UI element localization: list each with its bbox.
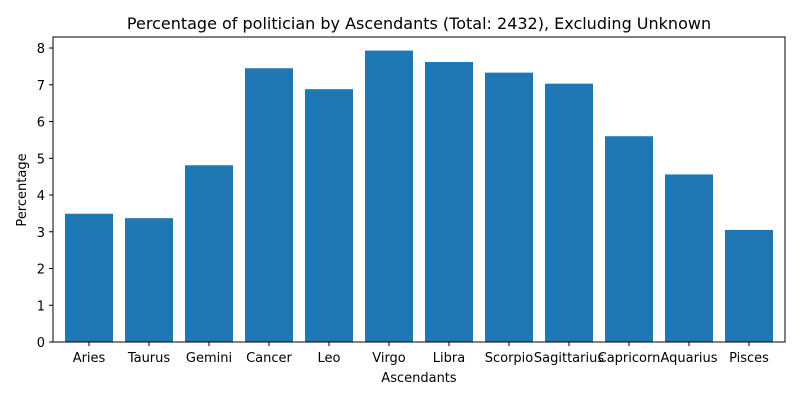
y-tick-label: 6 xyxy=(37,116,45,131)
y-tick-label: 4 xyxy=(37,189,45,204)
y-tick-label: 7 xyxy=(37,79,45,94)
x-tick-label: Gemini xyxy=(186,351,232,366)
bar-aries xyxy=(65,213,113,342)
x-axis-label: Ascendants xyxy=(381,371,457,386)
bar-taurus xyxy=(125,218,173,342)
x-tick-label: Taurus xyxy=(127,351,171,366)
bar-cancer xyxy=(245,68,293,343)
bar-pisces xyxy=(725,229,773,342)
x-tick-label: Aries xyxy=(73,351,106,366)
y-axis-label: Percentage xyxy=(15,153,30,226)
x-tick-label: Leo xyxy=(318,351,341,366)
x-tick-label: Capricorn xyxy=(598,351,661,366)
bar-libra xyxy=(425,61,473,343)
y-axis: 0 1 2 3 4 5 6 7 8 xyxy=(37,42,53,351)
x-tick-label: Libra xyxy=(433,351,465,366)
x-tick-label: Pisces xyxy=(729,351,769,366)
y-tick-label: 1 xyxy=(37,299,45,314)
x-tick-label: Cancer xyxy=(246,351,292,366)
bar-virgo xyxy=(365,50,413,343)
plot-frame xyxy=(52,36,786,343)
y-tick-label: 2 xyxy=(37,263,45,278)
bars-group xyxy=(65,50,773,343)
x-tick-label: Aquarius xyxy=(660,351,717,366)
x-axis: Aries Taurus Gemini Cancer Leo Virgo Libra Scor… xyxy=(73,342,769,366)
x-tick-label: Virgo xyxy=(372,351,406,366)
bar-capricorn xyxy=(605,136,653,342)
y-tick-label: 3 xyxy=(37,226,45,241)
bar-sagittarius xyxy=(545,83,593,343)
x-tick-label: Sagittarius xyxy=(534,351,604,366)
bar-aquarius xyxy=(665,174,713,342)
y-tick-label: 5 xyxy=(37,152,45,167)
y-tick-label: 8 xyxy=(37,42,45,57)
bar-scorpio xyxy=(485,72,533,342)
bar-gemini xyxy=(185,165,233,342)
x-tick-label: Scorpio xyxy=(485,351,534,366)
y-tick-label: 0 xyxy=(37,336,45,351)
bar-leo xyxy=(305,89,353,342)
chart-title: Percentage of politician by Ascendants (… xyxy=(127,14,711,33)
